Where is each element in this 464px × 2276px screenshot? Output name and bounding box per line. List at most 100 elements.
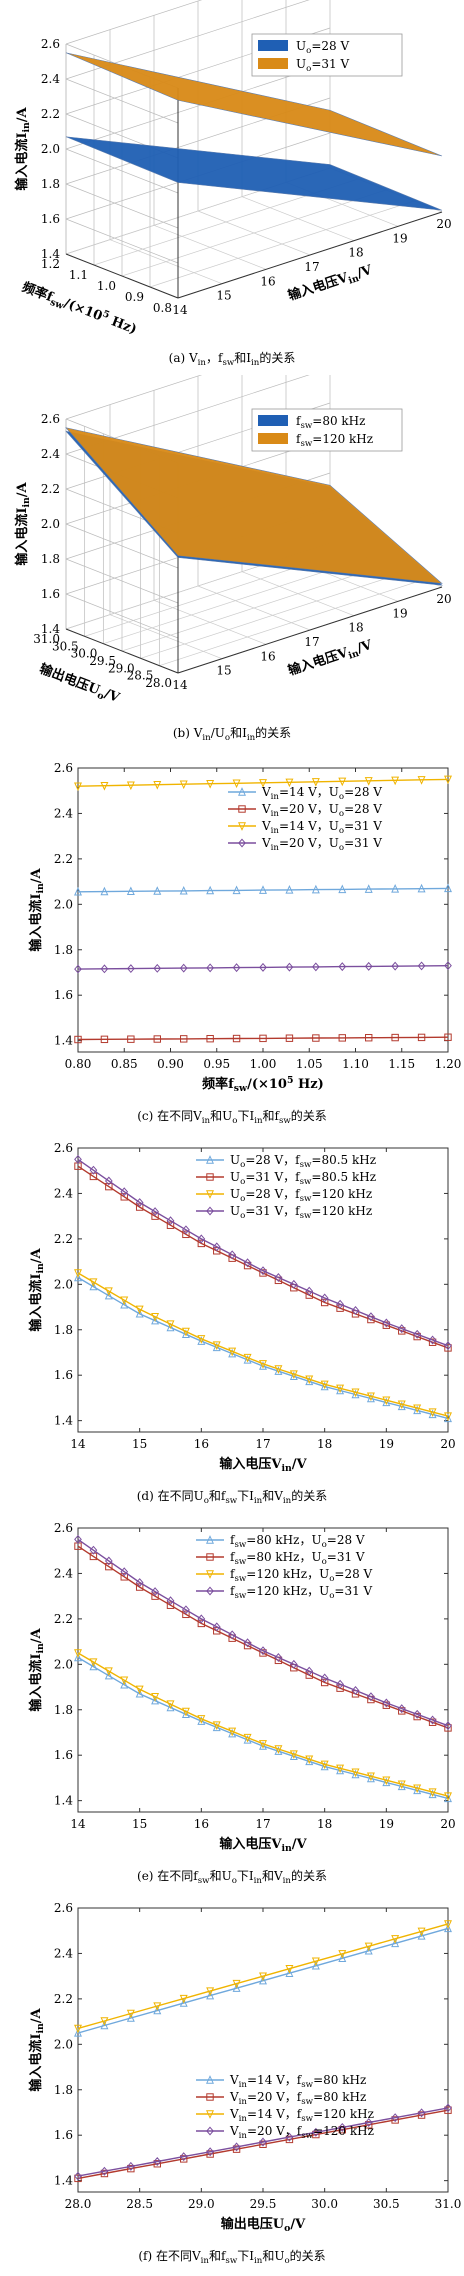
y-tick-label: 2.4 xyxy=(54,806,73,820)
data-point xyxy=(232,1034,241,1043)
data-point xyxy=(206,2147,215,2157)
data-point xyxy=(100,2017,109,2026)
y-tick-label: 1.4 xyxy=(54,1414,73,1428)
data-point xyxy=(179,1994,188,2004)
data-point xyxy=(274,1366,283,1375)
z-tick-label: 2.6 xyxy=(41,37,60,51)
x-tick-label: 17 xyxy=(304,635,319,649)
series-1 xyxy=(74,1162,452,1352)
chart-d-line: 1.4 1.6 1.8 2.0 2.2 2.4 2.6 14 15 16 17 18 19 20 输入电压V… xyxy=(28,1141,456,1506)
legend-swatch xyxy=(258,433,288,444)
data-point xyxy=(228,1728,237,1738)
data-point xyxy=(74,1269,82,1278)
x-axis-label: 输入电压Vin/V xyxy=(286,637,375,681)
data-point xyxy=(259,885,267,894)
data-point xyxy=(305,1756,314,1766)
series-line xyxy=(77,965,449,970)
data-point xyxy=(166,1221,175,1229)
data-point xyxy=(397,1324,406,1334)
data-point xyxy=(338,1034,346,1042)
legend-entry: fsw=120 kHz，Uo=28 V xyxy=(230,1567,373,1584)
x-tick-label: 1.00 xyxy=(250,1057,277,1071)
data-point xyxy=(135,1688,144,1698)
data-point xyxy=(444,2106,452,2114)
data-point xyxy=(417,1927,426,1937)
data-point xyxy=(285,884,294,894)
data-point xyxy=(126,2013,135,2022)
data-point xyxy=(413,1785,422,1795)
data-point xyxy=(259,1741,267,1750)
y-tick-label: 1.1 xyxy=(69,268,88,282)
data-point xyxy=(89,1545,98,1555)
x-tick-label: 1.05 xyxy=(296,1057,323,1071)
x-axis-label: 输入电压Vin/V xyxy=(219,1456,307,1474)
data-point xyxy=(153,1035,161,1043)
x-tick-label: 16 xyxy=(194,1817,209,1831)
data-point xyxy=(206,2150,214,2158)
data-point xyxy=(74,1035,82,1044)
y-tick-label: 2.6 xyxy=(54,1141,73,1155)
data-point xyxy=(312,1034,320,1042)
data-point xyxy=(74,1534,82,1544)
data-point xyxy=(417,883,426,893)
data-point xyxy=(100,781,109,791)
data-point xyxy=(397,1781,406,1791)
data-point xyxy=(104,1176,113,1186)
data-point xyxy=(243,1638,252,1648)
data-point xyxy=(135,1203,144,1211)
y-tick-label: 1.6 xyxy=(54,2128,73,2142)
data-point xyxy=(181,1709,190,1719)
data-point xyxy=(274,1365,283,1374)
data-point xyxy=(289,1371,298,1381)
z-tick-label: 2.0 xyxy=(41,142,60,156)
data-point xyxy=(428,1335,437,1345)
data-point xyxy=(74,964,82,974)
legend-entry: fsw=80 kHz xyxy=(296,414,365,431)
data-point xyxy=(180,2155,188,2163)
x-tick-label: 15 xyxy=(132,1817,147,1831)
data-point xyxy=(74,2028,82,2037)
legend-marker xyxy=(206,2075,214,2084)
y-tick-label: 1.8 xyxy=(54,2083,73,2097)
x-tick-label: 0.85 xyxy=(111,1057,138,1071)
chart-f-line: 1.4 1.6 1.8 2.0 2.2 2.4 2.6 28.0 28.5 29.0 29.5 30.… xyxy=(28,1901,461,2266)
data-point xyxy=(311,2127,320,2137)
data-point xyxy=(74,886,82,896)
data-point xyxy=(397,1780,406,1790)
data-point xyxy=(104,1287,113,1297)
data-point xyxy=(151,1695,160,1705)
series-line xyxy=(77,2109,449,2180)
panel-e: 1.4 1.6 1.8 2.0 2.2 2.4 2.6 14 15 16 17 18 19 20 输入电压V… xyxy=(0,1510,464,1890)
data-point xyxy=(366,1393,375,1403)
series-line xyxy=(77,1165,449,1349)
legend-entry: Vin=20 V，Uo=31 V xyxy=(261,836,382,853)
data-point xyxy=(364,2118,373,2128)
legend-entry: fsw=80 kHz，Uo=28 V xyxy=(230,1533,365,1550)
data-point xyxy=(305,1376,314,1386)
x-tick-label: 19 xyxy=(392,231,407,245)
data-point xyxy=(197,1715,206,1724)
data-point xyxy=(126,2161,135,2171)
legend-marker xyxy=(206,1190,214,1199)
y-axis-label: 输入电流Iin/A xyxy=(28,1627,46,1711)
y-tick-label: 2.4 xyxy=(54,1186,73,1200)
y-tick-label: 2.4 xyxy=(54,1566,73,1580)
data-point xyxy=(120,1679,129,1689)
data-point xyxy=(197,1716,206,1725)
data-point xyxy=(74,782,82,792)
data-point xyxy=(126,2009,135,2019)
y-axis-label: 频率fsw/(×105 Hz) xyxy=(19,278,139,339)
y-tick-label: 2.6 xyxy=(54,1521,73,1535)
x-tick-label: 20 xyxy=(436,217,451,231)
data-point xyxy=(126,964,135,974)
x-tick-label: 0.90 xyxy=(157,1057,184,1071)
z-tick-label: 1.6 xyxy=(41,587,60,601)
data-point xyxy=(197,1234,206,1244)
data-point xyxy=(338,884,347,894)
data-point xyxy=(153,2157,162,2166)
x-tick-label: 16 xyxy=(260,649,275,663)
data-point xyxy=(351,1388,360,1398)
legend-entry: Vin=20 V，Uo=28 V xyxy=(261,802,382,819)
series-line xyxy=(77,1545,449,1729)
series-line xyxy=(77,1652,449,1797)
